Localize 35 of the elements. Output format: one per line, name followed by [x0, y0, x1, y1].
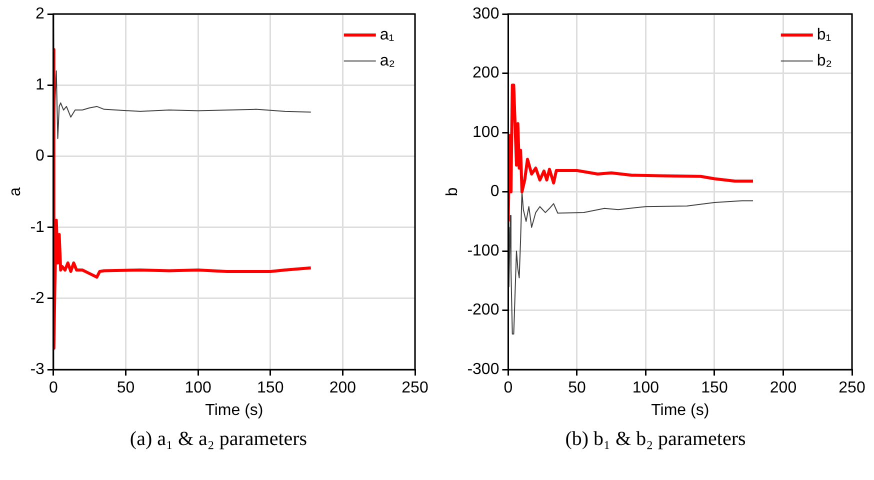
text: (a) a₁ & a₂ parameters	[128, 428, 308, 451]
x-tick-label: 150	[257, 380, 284, 397]
legend-label: a₂	[380, 52, 395, 70]
y-axis-title: a	[7, 187, 24, 196]
legend-label: a₁	[380, 26, 394, 44]
x-tick-label: 150	[701, 380, 728, 397]
y-tick-label: 100	[472, 124, 500, 141]
x-tick-label: 250	[402, 380, 428, 397]
x-axis-title: Time (s)	[651, 402, 710, 419]
y-tick-label: 2	[36, 5, 45, 22]
x-tick-label: 50	[568, 380, 586, 397]
x-tick-label: 0	[504, 380, 513, 397]
y-tick-label: 0	[490, 183, 500, 200]
x-tick-label: 100	[184, 380, 212, 397]
x-axis-title: Time (s)	[205, 402, 264, 419]
y-tick-label: 300	[472, 5, 500, 22]
y-tick-label: -1	[30, 218, 45, 236]
x-tick-label: 0	[48, 380, 58, 397]
x-tick-label: 250	[838, 380, 866, 397]
text: (b) b₁ & b₂ parameters	[564, 428, 747, 451]
y-tick-label: -2	[30, 290, 45, 307]
y-tick-label: 200	[472, 64, 500, 82]
legend-label: b₂	[816, 52, 832, 70]
y-tick-label: -200	[467, 302, 500, 319]
y-tick-label: 1	[36, 76, 45, 94]
x-tick-label: 100	[632, 380, 660, 397]
x-tick-label: 200	[329, 380, 356, 397]
legend-label: b₁	[816, 26, 832, 44]
y-axis-title: b	[444, 187, 462, 196]
y-tick-label: 0	[36, 148, 45, 165]
y-tick-label: -300	[467, 361, 500, 378]
x-tick-label: 50	[116, 380, 135, 397]
y-tick-label: -3	[30, 361, 45, 378]
x-tick-label: 200	[770, 380, 797, 397]
y-tick-label: -100	[467, 242, 500, 260]
